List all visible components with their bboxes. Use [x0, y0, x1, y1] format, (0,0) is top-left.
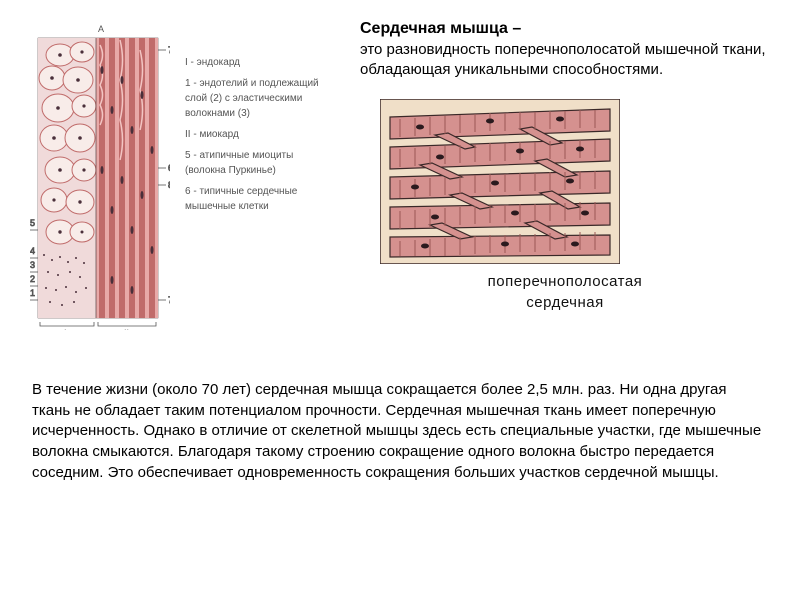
svg-text:I: I — [64, 328, 67, 330]
svg-text:4: 4 — [30, 246, 35, 256]
svg-text:6: 6 — [168, 163, 170, 173]
body-paragraph: В течение жизни (около 70 лет) сердечная… — [32, 380, 768, 483]
svg-text:3: 3 — [30, 260, 35, 270]
svg-text:2: 2 — [30, 274, 35, 284]
legend-5: 6 - типичные сердечные мышечные клетки — [185, 184, 335, 214]
legend-4: 5 - атипичные миоциты (волокна Пуркинье) — [185, 148, 335, 178]
histology-legend: I - эндокард 1 - эндотелий и подлежащий … — [185, 20, 335, 335]
svg-text:7: 7 — [168, 295, 170, 305]
label-a: А — [98, 24, 104, 34]
svg-text:1: 1 — [30, 288, 35, 298]
page-title: Сердечная мышца – — [360, 20, 770, 38]
legend-1: I - эндокард — [185, 55, 335, 70]
cardiac-caption-1: поперечнополосатая — [380, 273, 750, 290]
svg-text:5: 5 — [30, 218, 35, 228]
cardiac-diagram: поперечнополосатая сердечная — [380, 99, 750, 311]
histology-diagram: А 7 6 8 7 5 4 3 2 1 I II — [30, 20, 170, 335]
svg-text:8: 8 — [168, 180, 170, 190]
legend-3: II - миокард — [185, 127, 335, 142]
legend-2: 1 - эндотелий и подлежащий слой (2) с эл… — [185, 76, 335, 121]
svg-text:II: II — [124, 328, 129, 330]
title-bold: Сердечная мышца – — [360, 20, 521, 37]
title-description: это разновидность поперечнополосатой мыш… — [360, 40, 770, 81]
svg-text:7: 7 — [168, 45, 170, 55]
cardiac-caption-2: сердечная — [380, 294, 750, 311]
